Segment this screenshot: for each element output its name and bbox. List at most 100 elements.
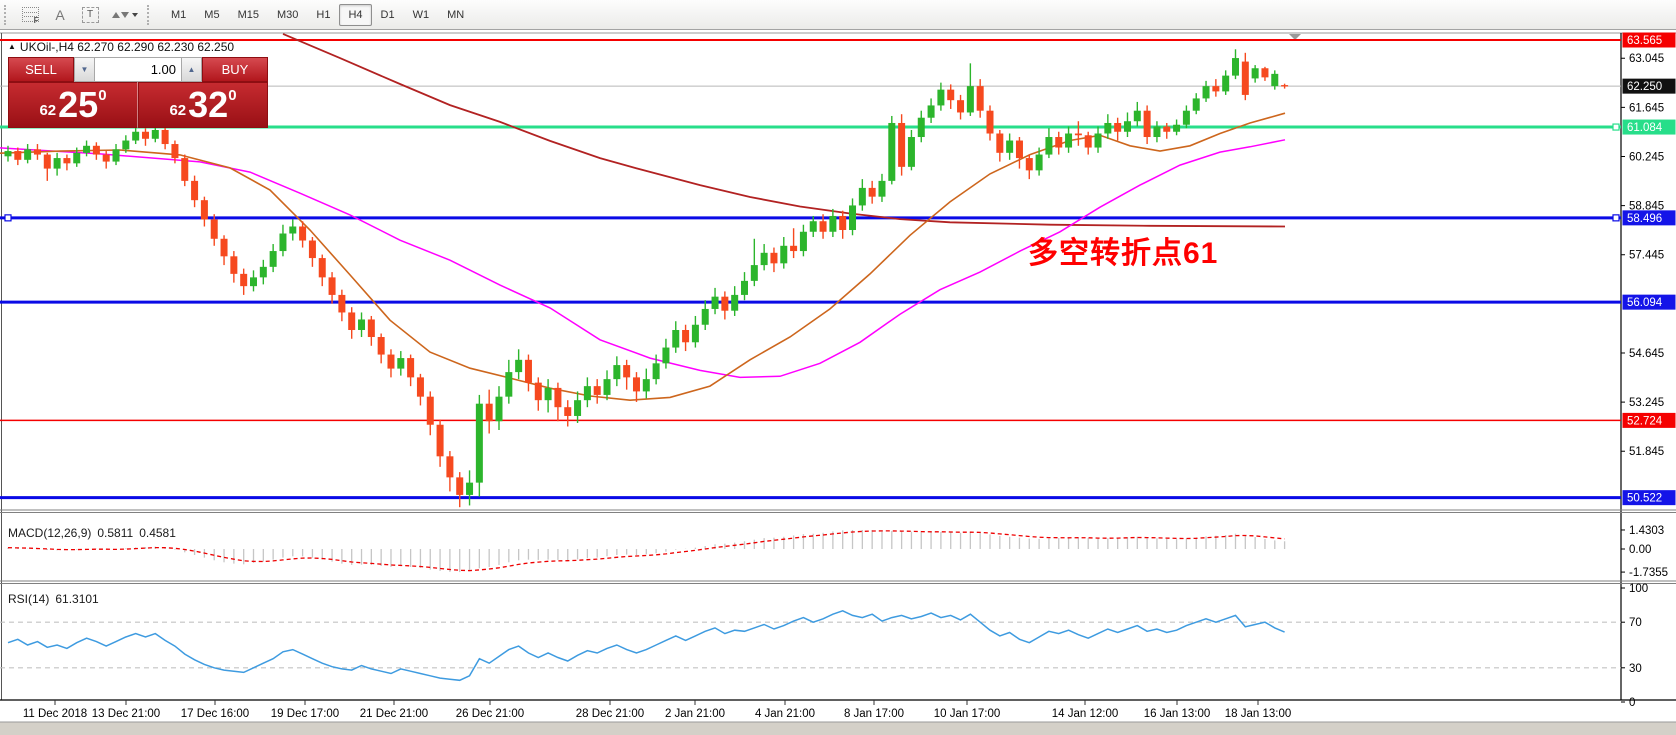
candle bbox=[1133, 110, 1141, 122]
arrange-objects-icon[interactable] bbox=[106, 3, 144, 27]
tf-button-H1[interactable]: H1 bbox=[316, 8, 331, 21]
tf-button-M30[interactable]: M30 bbox=[276, 8, 299, 21]
svg-text:0: 0 bbox=[1629, 697, 1635, 709]
candle bbox=[446, 456, 454, 478]
volume-increase-button[interactable]: ▲ bbox=[181, 57, 202, 82]
candle bbox=[358, 319, 366, 331]
candle bbox=[1006, 140, 1014, 153]
buy-price-display[interactable]: 62 32 0 bbox=[138, 82, 268, 128]
candle bbox=[1173, 124, 1181, 132]
candle bbox=[1065, 133, 1073, 148]
text-label-icon[interactable]: T bbox=[76, 3, 104, 27]
candle bbox=[230, 256, 238, 274]
chart-annotation-text[interactable]: 多空转折点61 bbox=[1028, 237, 1219, 270]
candle bbox=[1232, 58, 1239, 76]
candle bbox=[367, 319, 375, 338]
tf-button-H4[interactable]: H4 bbox=[339, 3, 372, 26]
candle bbox=[466, 482, 474, 495]
candle bbox=[898, 122, 906, 167]
candle bbox=[907, 137, 915, 167]
hline-58.496[interactable] bbox=[0, 214, 1621, 222]
candle bbox=[937, 89, 945, 106]
svg-text:56.094: 56.094 bbox=[1627, 297, 1663, 309]
toolbar: F A T M1 M5 M15 M30 H1 H4 D1 W1 MN bbox=[0, 0, 1676, 30]
candle bbox=[112, 149, 120, 162]
ma-fast-line bbox=[0, 112, 1286, 402]
chart-canvas[interactable]: 63.565 62.250 61.084 58.496 56.094 52.724 50.5… bbox=[0, 30, 1676, 735]
ma-slow-line bbox=[0, 139, 1286, 379]
line-anchor-handle[interactable] bbox=[1612, 214, 1620, 222]
candle bbox=[1202, 86, 1210, 99]
svg-text:61.645: 61.645 bbox=[1629, 102, 1664, 114]
candle bbox=[799, 231, 807, 252]
tf-button-M5[interactable]: M5 bbox=[204, 8, 220, 21]
volume-decrease-button[interactable]: ▼ bbox=[74, 57, 95, 82]
candle bbox=[269, 251, 277, 267]
candle bbox=[996, 133, 1004, 153]
candle bbox=[289, 226, 297, 234]
candle bbox=[721, 296, 729, 311]
candle bbox=[24, 149, 32, 160]
boxed-t-glyph: T bbox=[81, 6, 99, 23]
candle bbox=[83, 145, 91, 153]
hline-61.084[interactable] bbox=[0, 123, 1621, 131]
tf-button-MN[interactable]: MN bbox=[447, 8, 465, 21]
candle bbox=[780, 245, 788, 264]
svg-text:53.245: 53.245 bbox=[1629, 397, 1664, 409]
candle bbox=[73, 152, 81, 164]
candle bbox=[1094, 133, 1102, 148]
insert-text-icon[interactable]: A bbox=[46, 3, 74, 27]
sell-button[interactable]: SELL bbox=[8, 57, 74, 82]
fractal-grid-icon[interactable]: F bbox=[16, 3, 44, 27]
line-anchor-handle[interactable] bbox=[4, 214, 12, 222]
rsi-line bbox=[7, 609, 1285, 682]
arrange-down-glyph bbox=[121, 11, 129, 18]
toolbar-grip-2[interactable] bbox=[147, 4, 154, 25]
buy-button[interactable]: BUY bbox=[202, 57, 268, 82]
candle bbox=[927, 105, 935, 118]
buy-price-prefix: 62 bbox=[169, 101, 187, 119]
candle bbox=[338, 294, 346, 313]
sell-price-display[interactable]: 62 25 0 bbox=[8, 82, 138, 128]
macd-value: 0.5811 bbox=[97, 526, 134, 540]
candle bbox=[220, 238, 228, 257]
candle bbox=[1055, 137, 1063, 148]
svg-text:1.4303: 1.4303 bbox=[1629, 525, 1664, 537]
candle bbox=[750, 265, 758, 281]
chart-shift-marker[interactable] bbox=[1289, 34, 1301, 40]
candle bbox=[495, 396, 503, 422]
candle bbox=[436, 424, 444, 457]
tf-button-W1[interactable]: W1 bbox=[412, 8, 430, 21]
volume-input[interactable] bbox=[95, 58, 181, 81]
symbol-ohlc-text: UKOil-,H4 62.270 62.290 62.230 62.250 bbox=[19, 40, 235, 54]
line-anchor-handle[interactable] bbox=[1612, 123, 1620, 131]
candle bbox=[593, 386, 601, 395]
rsi-name: RSI(14) bbox=[8, 592, 50, 606]
rsi-value: 61.3101 bbox=[55, 592, 99, 606]
svg-text:0.00: 0.00 bbox=[1629, 544, 1651, 556]
svg-text:16 Jan 13:00: 16 Jan 13:00 bbox=[1144, 708, 1211, 720]
candle bbox=[1271, 73, 1279, 87]
candle bbox=[407, 358, 415, 378]
svg-text:26 Dec 21:00: 26 Dec 21:00 bbox=[456, 708, 524, 720]
candle bbox=[456, 477, 464, 495]
chevron-down-icon bbox=[132, 12, 138, 17]
candle bbox=[1015, 140, 1023, 159]
price-badge-61.084: 61.084 bbox=[1622, 119, 1676, 135]
toolbar-grip[interactable] bbox=[4, 4, 11, 25]
tf-button-D1[interactable]: D1 bbox=[380, 8, 395, 21]
candle bbox=[1153, 126, 1161, 138]
candle bbox=[741, 280, 748, 295]
price-badge-58.496: 58.496 bbox=[1622, 210, 1676, 226]
symbol-marker-icon: ▲ bbox=[8, 42, 16, 51]
candle bbox=[279, 233, 287, 252]
tf-button-M15[interactable]: M15 bbox=[237, 8, 259, 21]
svg-text:17 Dec 16:00: 17 Dec 16:00 bbox=[181, 708, 249, 720]
candle bbox=[947, 89, 955, 101]
time-axis: 11 Dec 2018 13 Dec 21:00 17 Dec 16:00 19 De… bbox=[23, 700, 1291, 720]
svg-text:-1.7355: -1.7355 bbox=[1629, 567, 1668, 579]
macd-label: MACD(12,26,9) 0.5811 0.4581 bbox=[8, 526, 182, 540]
tf-button-M1[interactable]: M1 bbox=[171, 8, 187, 21]
svg-text:58.496: 58.496 bbox=[1627, 213, 1662, 225]
candle bbox=[132, 131, 140, 141]
